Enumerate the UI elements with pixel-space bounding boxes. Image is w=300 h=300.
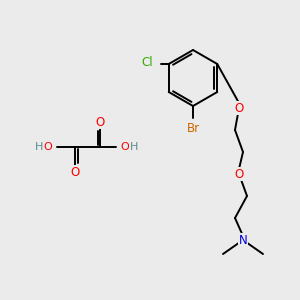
Text: O: O	[234, 101, 244, 115]
Text: O: O	[70, 166, 80, 178]
Text: O: O	[44, 142, 52, 152]
Text: H: H	[130, 142, 138, 152]
Text: O: O	[234, 167, 244, 181]
Text: Br: Br	[186, 122, 200, 134]
Text: H: H	[35, 142, 43, 152]
Text: O: O	[95, 116, 105, 128]
Text: O: O	[121, 142, 129, 152]
Text: Cl: Cl	[141, 56, 153, 68]
Text: N: N	[238, 233, 247, 247]
